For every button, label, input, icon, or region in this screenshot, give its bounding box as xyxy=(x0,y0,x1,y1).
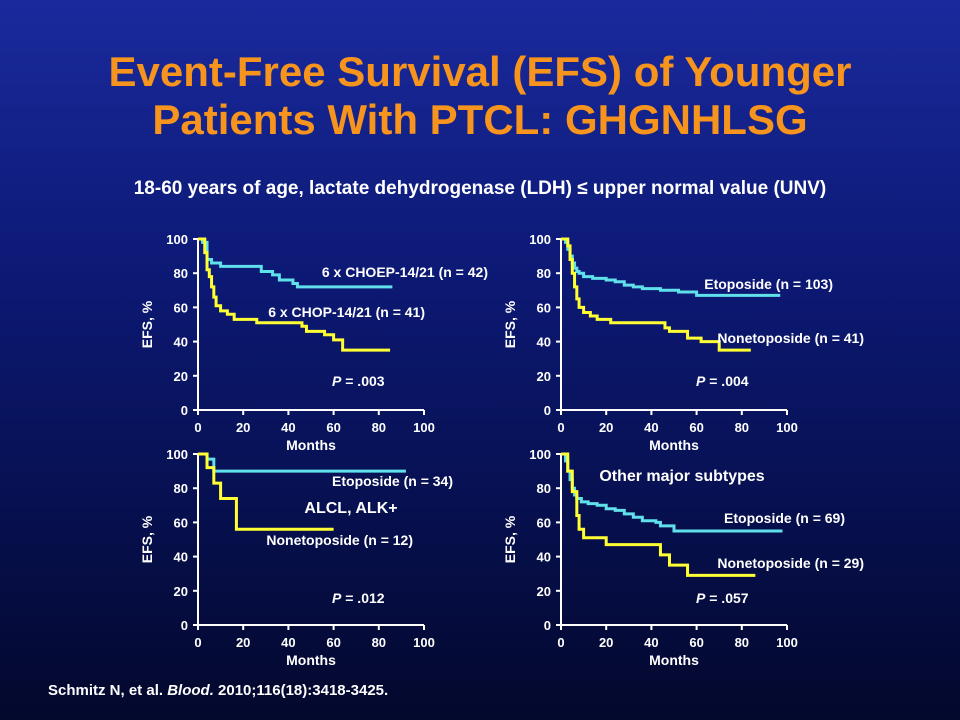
p-value: P = .003 xyxy=(332,373,385,389)
x-tick-label: 100 xyxy=(776,420,798,435)
y-tick-label: 80 xyxy=(174,481,188,496)
p-value-number: = .057 xyxy=(705,590,748,606)
x-tick-label: 0 xyxy=(557,635,564,650)
efs-panel-4: 0 20 40 60 80 100 0 20 40 60 80 100 Months EFS, % Etop… xyxy=(502,447,864,668)
citation-details: 2010;116(18):3418-3425. xyxy=(218,682,389,699)
x-tick-label: 60 xyxy=(689,635,703,650)
y-tick-label: 20 xyxy=(537,584,551,599)
x-tick-label: 20 xyxy=(599,635,613,650)
efs-panel-3: 0 20 40 60 80 100 0 20 40 60 80 100 Months EFS, % Etop… xyxy=(139,447,453,668)
y-tick-label: 100 xyxy=(529,447,551,462)
title-line-2: Patients With PTCL: GHGNHLSG xyxy=(152,96,808,143)
p-value: P = .004 xyxy=(696,373,749,389)
y-tick-label: 0 xyxy=(544,618,551,633)
citation-authors: Schmitz N, et al. xyxy=(48,682,164,699)
efs-panel-1: 0 20 40 60 80 100 0 20 40 60 80 100 Months EFS, % 6 x … xyxy=(139,232,488,453)
x-tick-label: 80 xyxy=(735,635,749,650)
km-curve-yellow xyxy=(561,452,756,577)
y-tick-label: 0 xyxy=(181,618,188,633)
x-axis-label: Months xyxy=(649,437,699,453)
panel-annotation: Other major subtypes xyxy=(599,468,764,485)
x-axis-label: Months xyxy=(286,652,336,668)
km-curve-cyan xyxy=(561,452,783,533)
km-curve-cyan xyxy=(198,237,393,289)
p-value-symbol: P xyxy=(696,373,706,389)
y-tick-label: 20 xyxy=(174,584,188,599)
y-tick-label: 40 xyxy=(537,550,551,565)
series-label: 6 x CHOEP-14/21 (n = 42) xyxy=(322,264,488,280)
y-tick-label: 80 xyxy=(537,266,551,281)
x-tick-label: 60 xyxy=(689,420,703,435)
km-curve-yellow xyxy=(198,452,334,531)
x-tick-label: 80 xyxy=(372,635,386,650)
x-tick-label: 100 xyxy=(413,420,435,435)
y-axis-label: EFS, % xyxy=(502,300,518,348)
x-tick-label: 40 xyxy=(644,420,658,435)
x-tick-label: 0 xyxy=(557,420,564,435)
km-curve-yellow xyxy=(198,237,391,352)
y-tick-label: 100 xyxy=(166,447,188,462)
x-axis-label: Months xyxy=(649,652,699,668)
y-tick-label: 40 xyxy=(174,550,188,565)
y-tick-label: 0 xyxy=(544,403,551,418)
y-axis-label: EFS, % xyxy=(139,515,155,563)
p-value-number: = .012 xyxy=(341,590,384,606)
y-tick-label: 100 xyxy=(166,232,188,247)
p-value: P = .012 xyxy=(332,590,385,606)
slide-subtitle: 18-60 years of age, lactate dehydrogenas… xyxy=(133,178,827,199)
series-label: Etoposide (n = 69) xyxy=(724,510,845,526)
x-tick-label: 80 xyxy=(735,420,749,435)
slide-title: Event-Free Survival (EFS) of Younger Pat… xyxy=(0,48,960,144)
y-tick-label: 60 xyxy=(537,515,551,530)
citation: Schmitz N, et al. Blood. 2010;116(18):34… xyxy=(48,682,388,699)
series-label: Nonetoposide (n = 12) xyxy=(266,532,413,548)
x-tick-label: 100 xyxy=(413,635,435,650)
citation-journal: Blood. xyxy=(167,682,214,699)
panel-annotation: ALCL, ALK+ xyxy=(304,500,397,517)
p-value-symbol: P xyxy=(332,373,342,389)
x-tick-label: 80 xyxy=(372,420,386,435)
km-curve-yellow xyxy=(561,237,751,352)
x-tick-label: 20 xyxy=(599,420,613,435)
series-label: Etoposide (n = 34) xyxy=(332,473,453,489)
p-value-symbol: P xyxy=(696,590,706,606)
series-label: Etoposide (n = 103) xyxy=(704,276,833,292)
x-axis-label: Months xyxy=(286,437,336,453)
y-tick-label: 80 xyxy=(537,481,551,496)
y-tick-label: 40 xyxy=(537,335,551,350)
title-line-1: Event-Free Survival (EFS) of Younger xyxy=(108,48,852,95)
y-tick-label: 20 xyxy=(174,369,188,384)
y-axis-label: EFS, % xyxy=(502,515,518,563)
p-value-number: = .004 xyxy=(705,373,748,389)
y-tick-label: 40 xyxy=(174,335,188,350)
p-value-symbol: P xyxy=(332,590,342,606)
x-tick-label: 100 xyxy=(776,635,798,650)
x-tick-label: 40 xyxy=(281,420,295,435)
x-tick-label: 20 xyxy=(236,420,250,435)
y-tick-label: 20 xyxy=(537,369,551,384)
y-axis-label: EFS, % xyxy=(139,300,155,348)
y-tick-label: 60 xyxy=(537,300,551,315)
x-tick-label: 60 xyxy=(326,635,340,650)
series-label: 6 x CHOP-14/21 (n = 41) xyxy=(268,304,425,320)
x-tick-label: 60 xyxy=(326,420,340,435)
series-label: Nonetoposide (n = 41) xyxy=(717,330,864,346)
x-tick-label: 20 xyxy=(236,635,250,650)
y-tick-label: 100 xyxy=(529,232,551,247)
x-tick-label: 0 xyxy=(194,420,201,435)
km-curve-cyan xyxy=(198,452,406,473)
series-label: Nonetoposide (n = 29) xyxy=(717,555,864,571)
y-tick-label: 80 xyxy=(174,266,188,281)
x-tick-label: 0 xyxy=(194,635,201,650)
x-tick-label: 40 xyxy=(644,635,658,650)
efs-panel-2: 0 20 40 60 80 100 0 20 40 60 80 100 Months EFS, % Etop… xyxy=(502,232,864,453)
y-tick-label: 60 xyxy=(174,300,188,315)
x-tick-label: 40 xyxy=(281,635,295,650)
p-value: P = .057 xyxy=(696,590,749,606)
y-tick-label: 0 xyxy=(181,403,188,418)
p-value-number: = .003 xyxy=(341,373,384,389)
y-tick-label: 60 xyxy=(174,515,188,530)
